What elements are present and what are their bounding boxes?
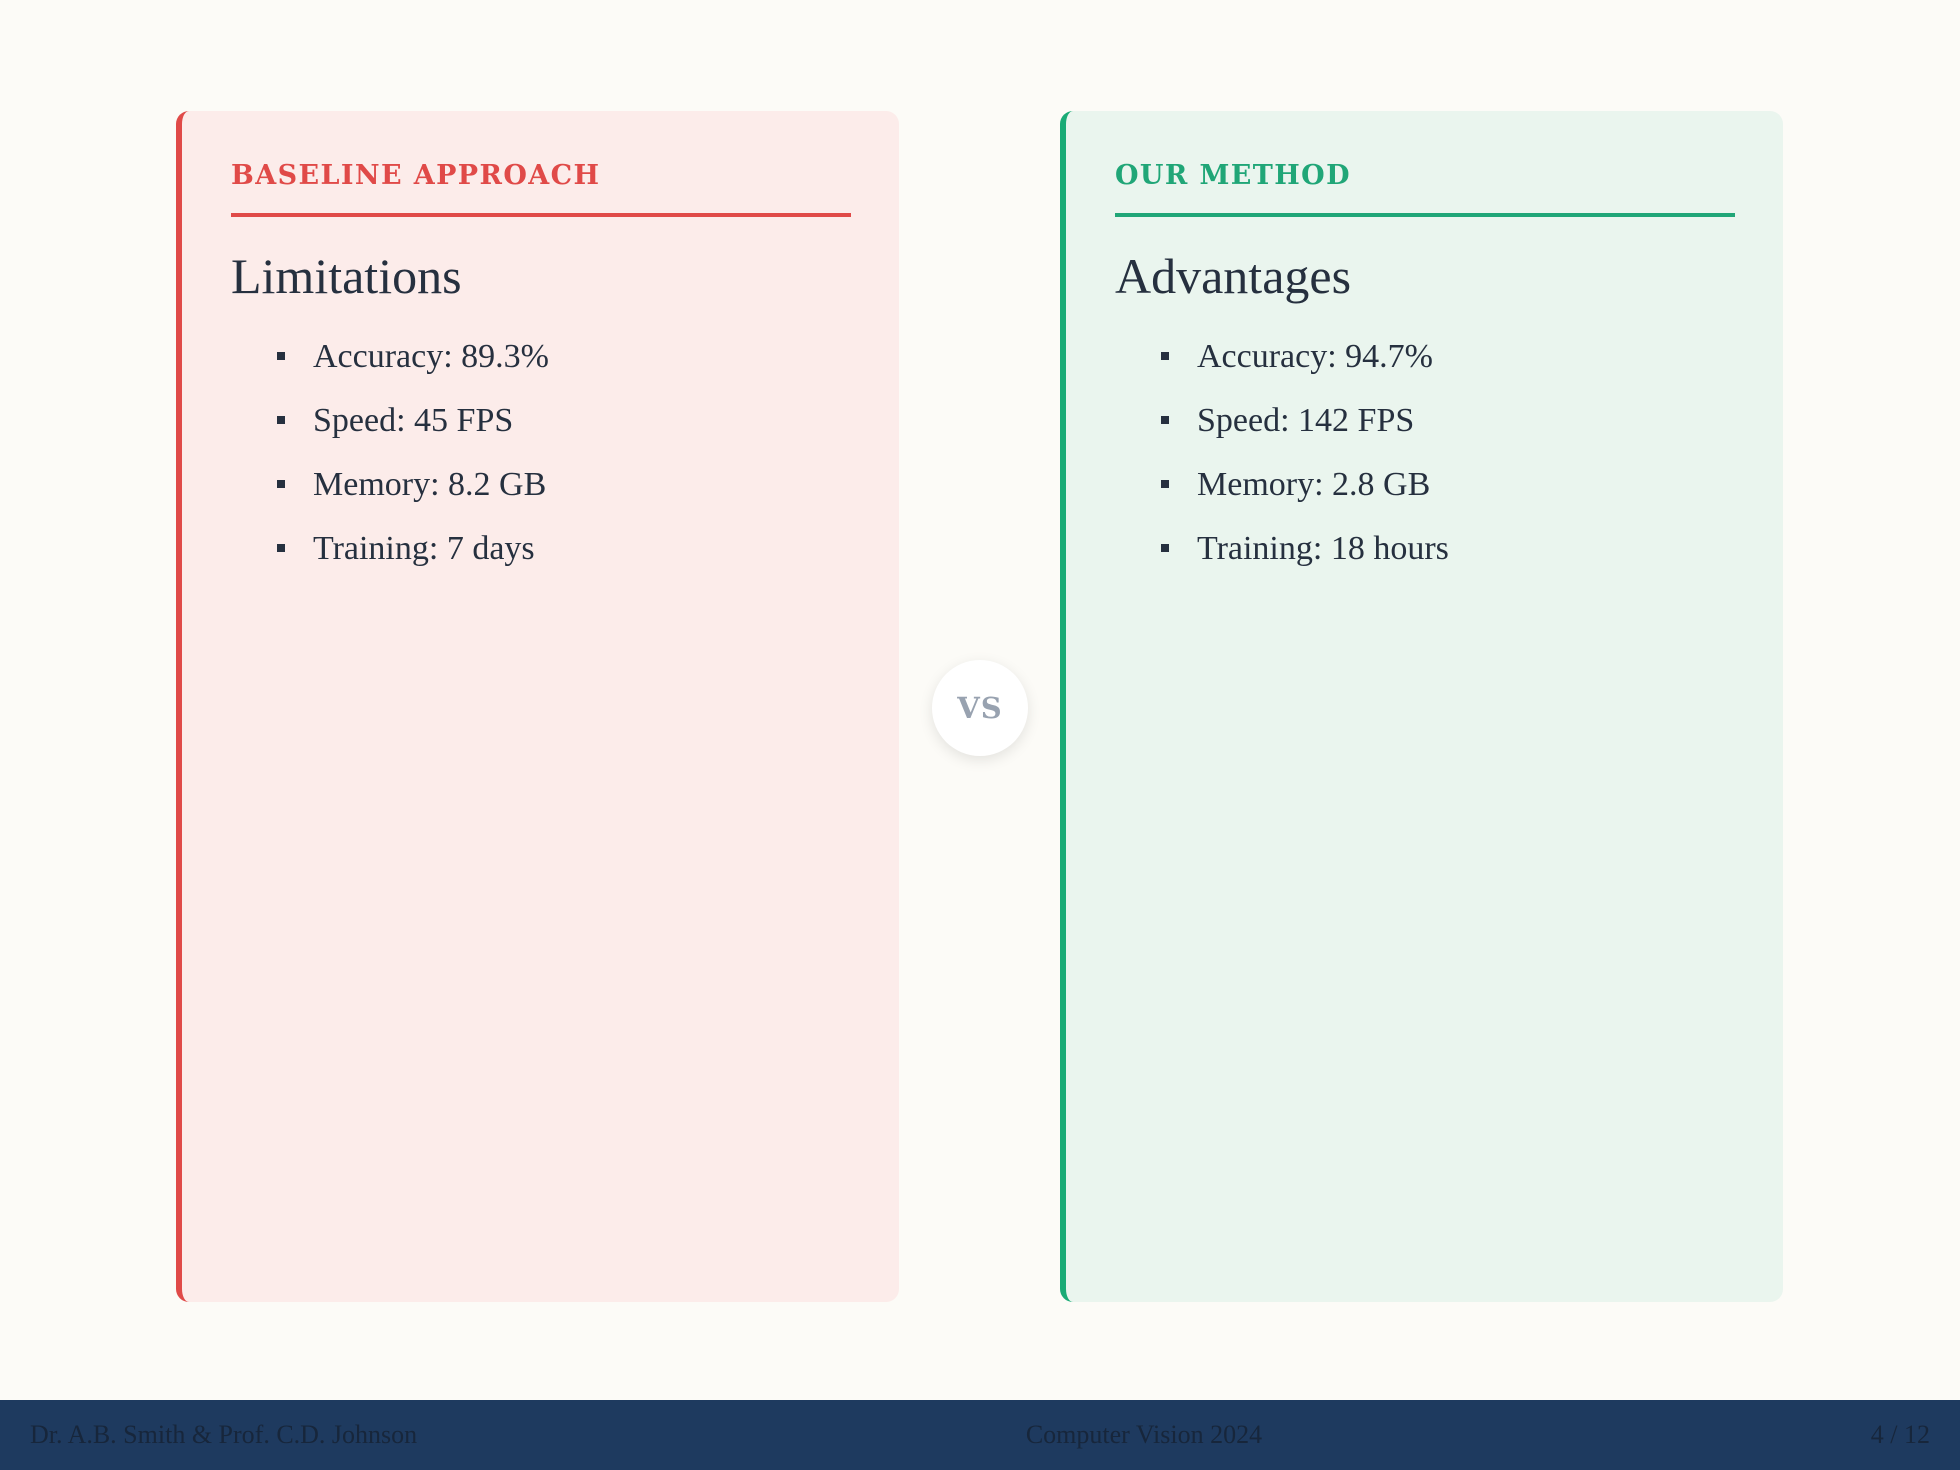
list-item: Memory: 8.2 GB — [231, 468, 851, 532]
list-item: Training: 18 hours — [1115, 532, 1735, 596]
square-bullet-icon — [1161, 480, 1169, 488]
point-text: Speed: 45 FPS — [313, 402, 514, 439]
square-bullet-icon — [1161, 544, 1169, 552]
square-bullet-icon — [277, 480, 285, 488]
point-text: Accuracy: 94.7% — [1197, 338, 1434, 375]
our-method-heading: Advantages — [1115, 248, 1352, 304]
footer-page-number: 4 / 12 — [1870, 1420, 1930, 1449]
point-text: Speed: 142 FPS — [1197, 402, 1415, 439]
list-item: Speed: 45 FPS — [231, 404, 851, 468]
square-bullet-icon — [277, 544, 285, 552]
point-text: Memory: 2.8 GB — [1197, 466, 1431, 503]
point-text: Training: 18 hours — [1197, 530, 1449, 567]
square-bullet-icon — [277, 416, 285, 424]
baseline-card: Baseline Approach Limitations Accuracy: … — [176, 111, 899, 1302]
baseline-label: Baseline Approach — [231, 162, 851, 217]
list-item: Training: 7 days — [231, 532, 851, 596]
point-text: Accuracy: 89.3% — [313, 338, 550, 375]
list-item: Accuracy: 94.7% — [1115, 340, 1735, 404]
slide-footer: Dr. A.B. Smith & Prof. C.D. Johnson Comp… — [0, 1400, 1960, 1470]
point-text: Training: 7 days — [313, 530, 535, 567]
baseline-points-list: Accuracy: 89.3% Speed: 45 FPS Memory: 8.… — [231, 340, 851, 596]
footer-conference: Computer Vision 2024 — [1025, 1420, 1263, 1449]
point-text: Memory: 8.2 GB — [313, 466, 547, 503]
vs-badge: VS — [932, 660, 1028, 756]
footer-authors: Dr. A.B. Smith & Prof. C.D. Johnson — [30, 1420, 418, 1449]
square-bullet-icon — [277, 352, 285, 360]
our-method-label: Our Method — [1115, 162, 1735, 217]
square-bullet-icon — [1161, 416, 1169, 424]
list-item: Memory: 2.8 GB — [1115, 468, 1735, 532]
list-item: Accuracy: 89.3% — [231, 340, 851, 404]
square-bullet-icon — [1161, 352, 1169, 360]
our-method-card: Our Method Advantages Accuracy: 94.7% Sp… — [1060, 111, 1783, 1302]
our-method-points-list: Accuracy: 94.7% Speed: 142 FPS Memory: 2… — [1115, 340, 1735, 596]
baseline-heading: Limitations — [231, 248, 462, 304]
list-item: Speed: 142 FPS — [1115, 404, 1735, 468]
